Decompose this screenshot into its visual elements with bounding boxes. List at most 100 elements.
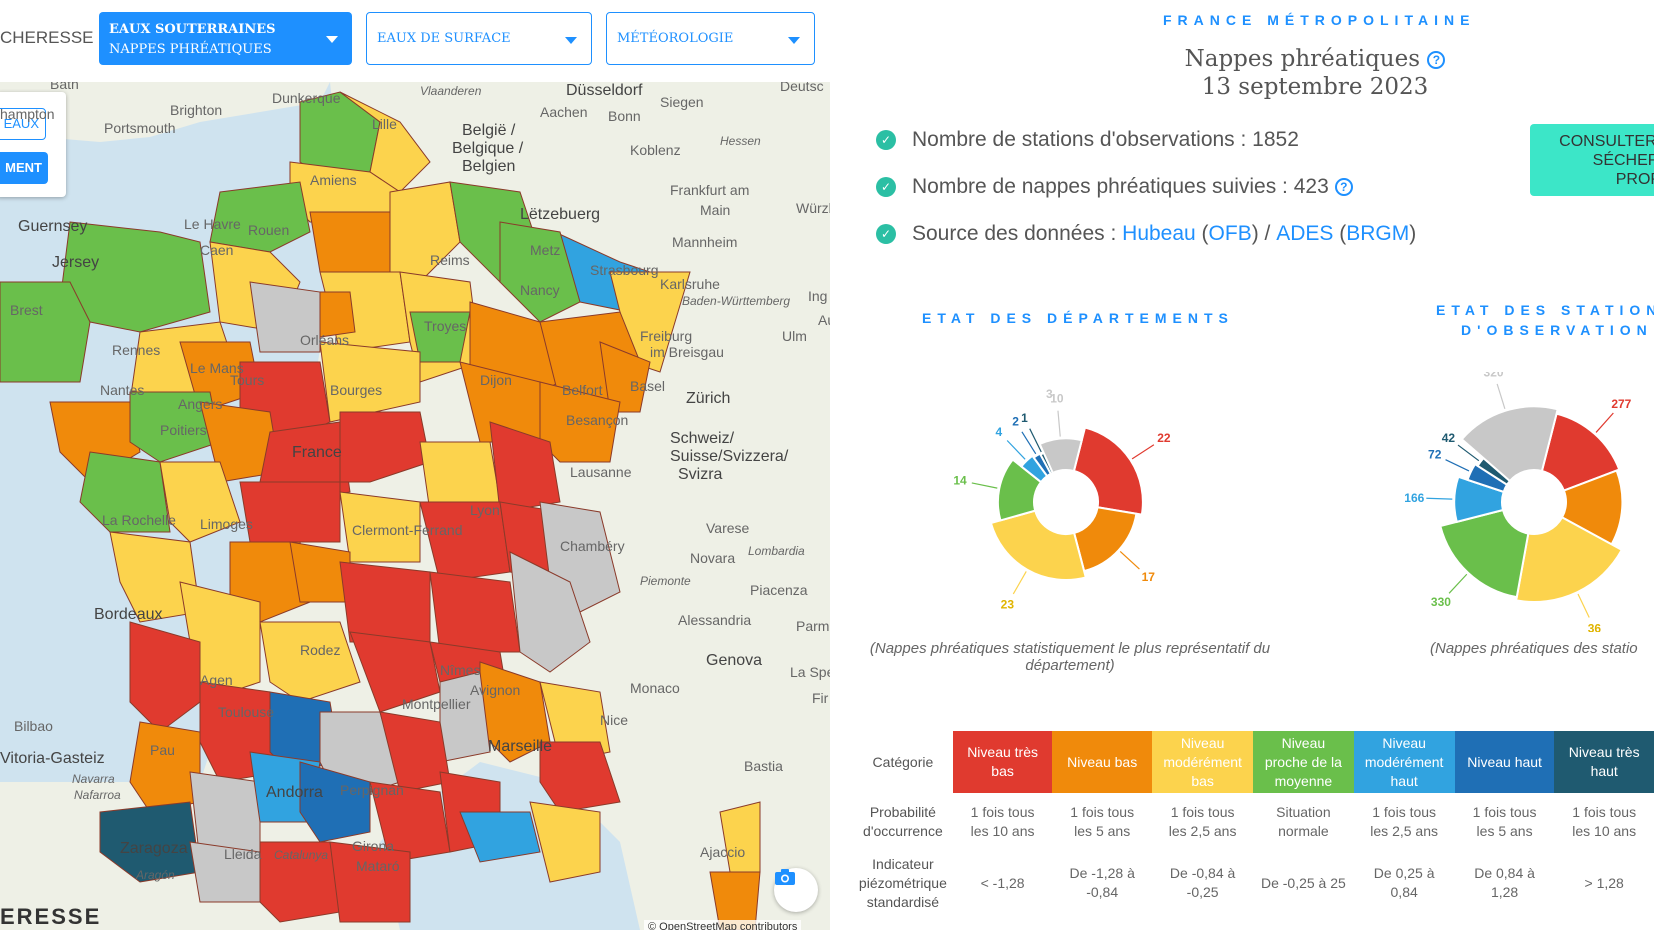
legend-toggle-button[interactable]: EAUX (0, 108, 46, 140)
indicator-cell: De -0,84 à -0,25 (1152, 851, 1253, 915)
map-label: Bonn (608, 108, 641, 124)
map-label: Ing (808, 288, 828, 304)
map-label: Schweiz/ (670, 430, 735, 447)
map-label: Nafarroa (74, 788, 121, 802)
departments-donut-chart[interactable]: 22 17 23 14 42 1 103 (906, 372, 1236, 632)
donut-slice[interactable] (989, 509, 1088, 581)
map-label: Fir (812, 690, 829, 706)
donut-value-label: 2 (1012, 415, 1019, 429)
indicator-header-line: piézométrique (858, 874, 947, 891)
donut-slice[interactable] (1515, 515, 1624, 603)
donut-value-label: 72 (1428, 448, 1442, 462)
map-label: Montpellier (402, 696, 471, 712)
source-separator: / (1258, 222, 1277, 245)
map-label: Deutsc (780, 82, 824, 94)
donut-leader-line (1012, 571, 1027, 595)
donut-slice[interactable] (1540, 412, 1621, 492)
map-label: Würzb (796, 200, 830, 216)
category-cell-line: moyenne (1274, 772, 1333, 789)
probability-cell-line: normale (1278, 823, 1329, 839)
donut-value-label: 1 (1021, 411, 1028, 425)
map-label: Ajaccio (700, 844, 746, 860)
donut-slice[interactable] (1072, 426, 1144, 516)
donut-leader-line (1496, 383, 1506, 409)
donut-slice[interactable] (1038, 437, 1083, 475)
map-label: Mannheim (672, 234, 738, 250)
map-label: Toulouse (218, 704, 275, 720)
probability-cell-line: les 10 ans (1572, 823, 1637, 839)
help-icon[interactable]: ? (1427, 51, 1446, 69)
probability-header-line: Probabilité (869, 804, 936, 820)
donut-slice[interactable] (1439, 508, 1530, 599)
map-label: Poitiers (160, 422, 207, 438)
indicator-cell-line: De 0,84 à (1474, 865, 1535, 881)
map-label: Catalunya (274, 848, 329, 862)
meteo-dropdown[interactable]: MÉTÉOROLOGIE (606, 12, 815, 65)
donut-leader-line (1021, 431, 1037, 455)
ofb-link[interactable]: OFB (1208, 222, 1252, 245)
map-label: Nancy (520, 282, 560, 298)
category-cell: Niveau modérément bas (1151, 731, 1254, 793)
probability-header-line: d'occurrence (863, 823, 943, 839)
map-label: Freiburg (640, 328, 693, 344)
probability-cell-line: 1 fois tous (1472, 804, 1537, 820)
map-label: Aragón (136, 868, 175, 882)
screenshot-button[interactable] (774, 868, 818, 912)
ades-link[interactable]: ADES (1276, 222, 1334, 245)
map-label: Genova (706, 652, 763, 669)
indicator-cell: De 0,25 à 0,84 (1354, 851, 1455, 915)
category-cell-line: haut (1590, 763, 1618, 779)
indicator-cell: < -1,28 (953, 851, 1053, 915)
donut-leader-line (1131, 444, 1155, 460)
caret-down-icon (326, 36, 338, 43)
donut-value-label: 42 (1442, 431, 1456, 445)
hubeau-link[interactable]: Hubeau (1122, 222, 1196, 245)
osm-attribution[interactable]: © OpenStreetMap contributors (644, 920, 802, 930)
source-close-paren: ) (1409, 222, 1417, 245)
category-cell-line: modérément (1364, 753, 1444, 770)
probability-cell-line: 1 fois tous (1572, 804, 1637, 820)
france-departments[interactable] (0, 91, 761, 930)
brgm-link[interactable]: BRGM (1346, 222, 1410, 245)
donut-value-label: 17 (1142, 570, 1156, 584)
groundwater-dropdown[interactable]: EAUX SOUTERRAINES NAPPES PHRÉATIQUES (99, 12, 352, 65)
probability-cell-line: les 5 ans (1476, 823, 1533, 839)
help-icon[interactable]: ? (1334, 178, 1353, 196)
map-label: Rouen (248, 222, 290, 238)
indicator-cell-line: 1,28 (1490, 884, 1519, 900)
page-title: Nappes phréatiques ? (1150, 46, 1480, 72)
map-label: Guernsey (18, 218, 88, 235)
legend-active-button[interactable]: MENT (0, 152, 48, 184)
consult-drought-button[interactable]: CONSULTER L SÉCHERE PROPL (1530, 124, 1654, 196)
surface-water-dropdown[interactable]: EAUX DE SURFACE (366, 12, 592, 65)
donut-leader-line (1595, 412, 1614, 433)
map-label: Alessandria (678, 612, 752, 628)
map-label: Svizra (678, 466, 723, 483)
map-label: Portsmouth (104, 120, 176, 136)
donut-slice[interactable] (1072, 506, 1138, 573)
donut-value-label: 36 (1588, 621, 1602, 632)
donut-value-label: 23 (1001, 597, 1015, 611)
stat-aquifers-label: Nombre de nappes phréatiques suivies : 4… (912, 175, 1329, 198)
check-icon: ✓ (876, 224, 896, 244)
groundwater-dropdown-line2: NAPPES PHRÉATIQUES (109, 42, 272, 57)
indicator-cell-line: De -0,25 à 25 (1260, 874, 1346, 891)
category-cell-line: bas (1191, 772, 1214, 789)
map-label: Baden-Württemberg (682, 294, 791, 308)
map-label: Dijon (480, 372, 512, 388)
category-cell-line: Niveau très (1568, 744, 1640, 760)
page-date: 13 septembre 2023 (1201, 74, 1429, 100)
probability-cell-line: 1 fois tous (1070, 804, 1135, 820)
category-cell: Niveau modérément haut (1353, 731, 1455, 793)
category-cell: Niveau bas (1052, 731, 1152, 793)
probability-cell-line: Situation (1276, 804, 1331, 820)
donut-slice[interactable] (1460, 405, 1559, 483)
category-cell-line: Niveau (1180, 734, 1225, 751)
donut-leader-line (1577, 593, 1590, 618)
map-label: Aachen (540, 104, 588, 120)
map-label: Caen (200, 242, 234, 258)
drought-map[interactable]: EAUX MENT Bath Dunkerque Vlaanderen Düss… (0, 82, 830, 930)
donut-slice[interactable] (996, 458, 1043, 522)
donut-leader-line (1029, 428, 1042, 453)
